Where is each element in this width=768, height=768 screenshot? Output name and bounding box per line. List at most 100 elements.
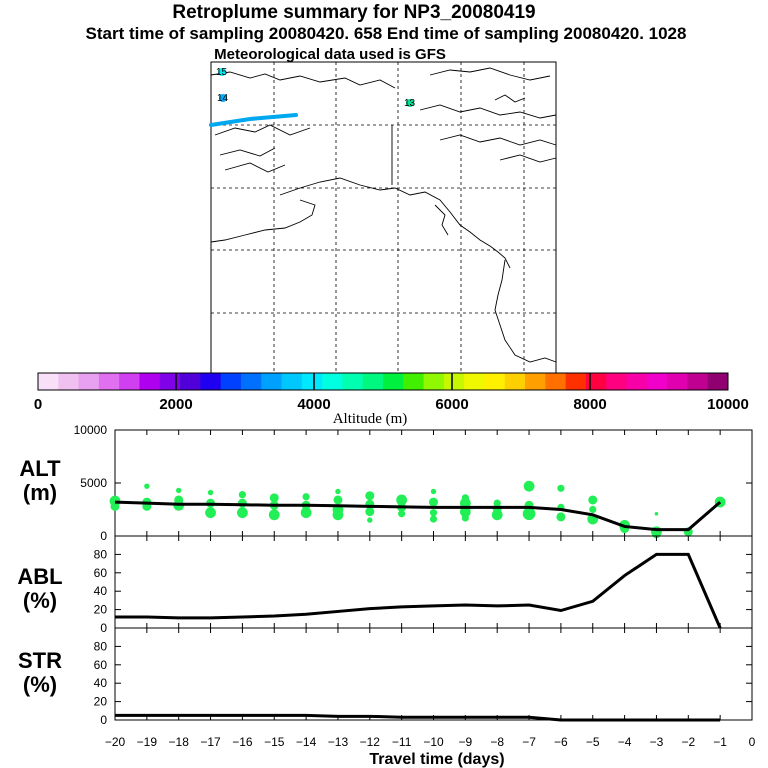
y-tick-label: 0 — [100, 621, 107, 635]
x-tick-label: −9 — [459, 735, 473, 749]
x-axis-title: Travel time (days) — [369, 751, 504, 768]
colorbar-tick-label: 2000 — [159, 396, 192, 413]
altitude-point — [429, 509, 438, 517]
str-line — [115, 713, 721, 722]
panel-ylabel: ABL — [17, 564, 62, 589]
colorbar-swatch — [322, 373, 343, 390]
y-tick-label: 10000 — [74, 423, 108, 437]
colorbar-tick-label: 8000 — [573, 396, 606, 413]
colorbar-swatch — [119, 373, 140, 390]
x-tick-label: −20 — [105, 735, 126, 749]
colorbar-swatch — [301, 373, 323, 390]
altitude-point — [207, 489, 214, 496]
altitude-point — [237, 507, 248, 519]
colorbar-tick-label: 10000 — [707, 396, 749, 413]
y-tick-label: 40 — [94, 676, 108, 690]
colorbar-swatch — [159, 373, 181, 390]
altitude-point — [398, 510, 406, 518]
panel-frame-str — [114, 627, 753, 721]
altitude-point — [557, 484, 565, 492]
altitude-point — [654, 511, 659, 516]
colorbar-swatch — [667, 373, 688, 390]
colorbar-swatch — [687, 373, 709, 390]
colorbar-swatch — [261, 373, 283, 390]
colorbar-swatch — [98, 373, 120, 390]
chart-title: Retroplume summary for NP3_20080419 — [172, 2, 536, 23]
colorbar-swatch — [423, 373, 445, 390]
map-coastline — [210, 199, 316, 243]
colorbar-tick-label: 6000 — [435, 396, 468, 413]
x-tick-label: −1 — [713, 735, 727, 749]
colorbar-swatch — [545, 373, 567, 390]
altitude-point — [176, 487, 182, 494]
x-tick-label: −19 — [137, 735, 158, 749]
x-tick-label: −8 — [490, 735, 504, 749]
altitude-point — [333, 495, 343, 505]
colorbar-swatch — [362, 373, 384, 390]
map-coastline — [279, 177, 451, 213]
altitude-point — [459, 497, 471, 509]
altitude-point — [589, 505, 597, 514]
map-coastline — [219, 147, 276, 157]
x-tick-label: −7 — [522, 735, 536, 749]
x-tick-label: −11 — [392, 735, 412, 749]
altitude-point — [110, 501, 120, 511]
altitude-point — [144, 483, 150, 489]
colorbar-swatch — [383, 373, 404, 390]
colorbar-swatch — [78, 373, 100, 390]
met-data-line: Meteorological data used is GFS — [214, 46, 446, 63]
y-tick-label: 40 — [94, 584, 108, 598]
colorbar-frame — [37, 372, 729, 391]
y-tick-label: 60 — [94, 658, 108, 672]
altitude-point — [459, 506, 471, 518]
altitude-point — [237, 498, 247, 508]
altitude-point — [335, 488, 341, 495]
colorbar-swatch — [484, 373, 506, 390]
x-tick-label: −15 — [264, 735, 285, 749]
colorbar-swatch — [200, 373, 222, 390]
colorbar-swatch — [565, 373, 587, 390]
colorbar-swatch — [403, 373, 425, 390]
y-tick-label: 60 — [94, 566, 108, 580]
trajectory-day-label: 13 — [404, 98, 416, 109]
trajectory-day-label: 14 — [217, 93, 229, 104]
colorbar-swatch — [646, 373, 668, 390]
altitude-point — [588, 495, 598, 505]
altitude-point — [365, 507, 375, 517]
colorbar-swatch — [626, 373, 648, 390]
altitude-point — [205, 507, 216, 519]
colorbar-swatch — [707, 373, 729, 390]
x-tick-label: −6 — [554, 735, 568, 749]
panel-ylabel: (%) — [23, 672, 57, 697]
colorbar-tick-label: 0 — [34, 396, 42, 413]
y-tick-label: 80 — [94, 639, 108, 653]
colorbar-swatch — [38, 373, 59, 390]
colorbar-swatch — [525, 373, 546, 390]
altitude-point — [268, 509, 280, 521]
x-tick-label: −12 — [360, 735, 381, 749]
panel-ylabel: ALT — [19, 456, 61, 481]
map-coastline — [419, 104, 557, 119]
colorbar-swatch — [585, 373, 607, 390]
x-tick-label: −2 — [681, 735, 695, 749]
panel-ylabel: STR — [18, 648, 62, 673]
x-tick-label: −14 — [296, 735, 317, 749]
colorbar-swatch — [606, 373, 628, 390]
colorbar-swatch — [58, 373, 80, 390]
colorbar-swatch — [139, 373, 161, 390]
colorbar-swatch — [240, 373, 262, 390]
map-coastline — [434, 204, 449, 236]
colorbar-swatch — [281, 373, 303, 390]
x-tick-label: −5 — [586, 735, 600, 749]
colorbar-tick-label: 4000 — [297, 396, 330, 413]
trajectory-day-marker — [218, 68, 226, 76]
sampling-time-line: Start time of sampling 20080420. 658 End… — [85, 24, 687, 43]
y-tick-label: 0 — [100, 529, 107, 543]
altitude-point — [238, 491, 246, 499]
trajectory-day-label: 15 — [216, 67, 228, 78]
altitude-point — [429, 497, 438, 507]
abl-line — [115, 552, 722, 629]
altitude-point — [522, 507, 536, 521]
y-tick-label: 20 — [94, 695, 108, 709]
